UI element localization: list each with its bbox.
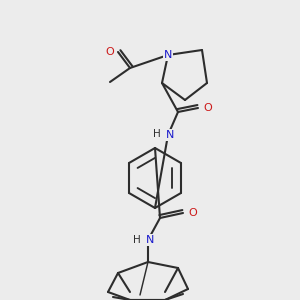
Text: H: H [153,129,161,139]
Text: O: O [189,208,197,218]
Text: O: O [106,47,114,57]
Text: N: N [166,130,174,140]
Text: O: O [204,103,212,113]
Text: N: N [146,235,154,245]
Text: H: H [133,235,141,245]
Text: N: N [164,50,172,60]
